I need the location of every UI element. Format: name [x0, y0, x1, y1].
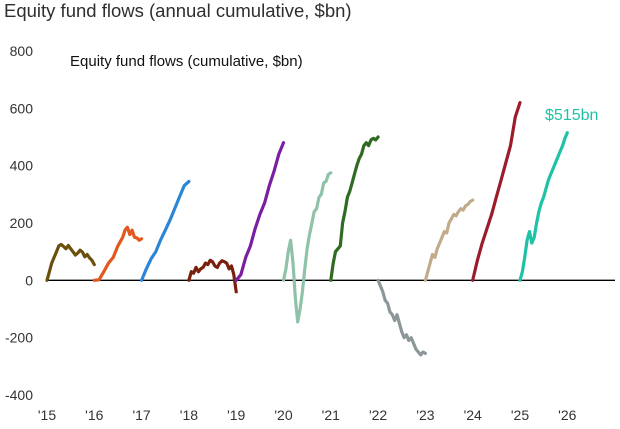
- x-tick-label: '23: [416, 407, 434, 423]
- callout-label: $515bn: [545, 107, 598, 124]
- y-tick-label: 0: [25, 272, 33, 288]
- series-line-3: [187, 258, 238, 294]
- x-tick-label: '24: [464, 407, 482, 423]
- x-tick-label: '25: [511, 407, 529, 423]
- y-tick-label: 400: [10, 158, 34, 174]
- x-tick-label: '22: [369, 407, 387, 423]
- y-tick-label: -400: [5, 387, 33, 403]
- series-line-8: [423, 198, 475, 282]
- series-lines: [45, 100, 569, 357]
- y-tick-label: -200: [5, 330, 33, 346]
- x-axis-ticks: '15 '16 '17 '18 '19 '20 '21 '22 '23 '24 '25 '26: [38, 407, 577, 423]
- x-tick-label: '26: [558, 407, 576, 423]
- series-line-4: [234, 141, 286, 282]
- x-tick-label: '18: [180, 407, 198, 423]
- x-tick-label: '21: [322, 407, 340, 423]
- y-tick-label: 200: [10, 215, 34, 231]
- y-tick-label: 600: [10, 100, 34, 116]
- series-line-7: [376, 278, 427, 357]
- x-tick-label: '17: [132, 407, 150, 423]
- series-line-2: [140, 179, 191, 282]
- series-line-1: [92, 225, 144, 282]
- series-line-9: [471, 100, 522, 282]
- series-line-6: [329, 135, 380, 282]
- series-line-5: [281, 171, 333, 324]
- page-title: Equity fund flows (annual cumulative, $b…: [4, 0, 352, 21]
- series-line-0: [45, 242, 96, 282]
- y-tick-label: 800: [10, 43, 34, 59]
- x-tick-label: '16: [85, 407, 103, 423]
- y-axis-ticks: -400 -200 0 200 400 600 800: [5, 43, 33, 403]
- x-tick-label: '19: [227, 407, 245, 423]
- series-line-10: [518, 131, 569, 282]
- chart-title: Equity fund flows (cumulative, $bn): [70, 53, 303, 70]
- x-tick-label: '20: [274, 407, 292, 423]
- x-tick-label: '15: [38, 407, 56, 423]
